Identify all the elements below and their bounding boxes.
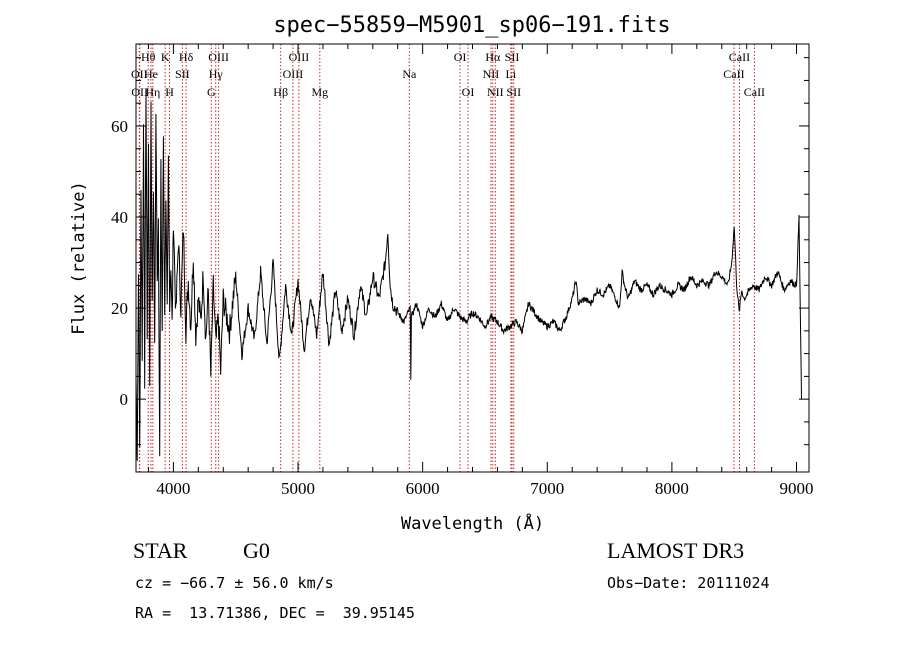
x-axis-ticks: 4000 5000 6000 7000 8000 9000 xyxy=(147,44,814,498)
y-tick-label-2: 40 xyxy=(111,208,128,227)
line-label-24: SII xyxy=(506,85,521,99)
line-label-4: Hη xyxy=(145,85,160,99)
line-label-2: He xyxy=(144,67,158,81)
line-label-1: OII xyxy=(131,67,148,81)
line-label-7: SII xyxy=(175,67,190,81)
x-axis-label: Wavelength (Å) xyxy=(401,512,544,534)
x-tick-label-1: 5000 xyxy=(281,479,315,498)
chart-title: spec−55859−M5901_sp06−191.fits xyxy=(273,13,670,38)
line-label-5: K xyxy=(161,50,170,64)
line-label-17: OI xyxy=(454,50,467,64)
line-label-16: Na xyxy=(402,67,417,81)
line-label-22: SII xyxy=(505,50,520,64)
y-axis-ticks: 0 20 40 60 xyxy=(111,57,809,446)
spectrum-series xyxy=(135,90,802,461)
x-tick-label-4: 8000 xyxy=(655,479,689,498)
line-label-10: Hγ xyxy=(209,67,224,81)
x-tick-label-0: 4000 xyxy=(156,479,190,498)
line-label-15: Mg xyxy=(311,85,328,99)
line-label-9: OIII xyxy=(208,50,229,64)
line-label-27: CaII xyxy=(744,85,765,99)
obs-date-text: Obs−Date: 20111024 xyxy=(607,574,770,592)
x-tick-label-5: 9000 xyxy=(780,479,814,498)
survey-name: LAMOST DR3 xyxy=(607,538,745,563)
line-label-6: H xyxy=(165,85,174,99)
spectral-subclass: G0 xyxy=(243,538,270,563)
y-tick-label-3: 60 xyxy=(111,117,128,136)
line-label-21: NII xyxy=(487,85,504,99)
line-label-23: Li xyxy=(506,67,517,81)
x-tick-label-3: 7000 xyxy=(530,479,564,498)
x-tick-label-2: 6000 xyxy=(406,479,440,498)
line-label-19: Hα xyxy=(485,50,501,64)
line-label-11: G xyxy=(207,85,216,99)
y-axis-label: Flux (relative) xyxy=(69,181,89,335)
line-label-13: OIII xyxy=(289,50,310,64)
plot-frame xyxy=(135,43,810,473)
line-label-14: OIII xyxy=(283,67,304,81)
spectral-line-markers xyxy=(138,44,755,472)
line-label-0: Hθ xyxy=(141,50,156,64)
line-label-20: NII xyxy=(483,67,500,81)
y-tick-label-1: 20 xyxy=(111,299,128,318)
y-tick-label-0: 0 xyxy=(120,390,129,409)
object-class: STAR xyxy=(133,538,188,563)
line-label-25: CaII xyxy=(729,50,750,64)
line-label-8: Hδ xyxy=(179,50,194,64)
series-line-0 xyxy=(135,90,802,461)
line-label-26: CaII xyxy=(723,67,744,81)
redshift-text: cz = −66.7 ± 56.0 km/s xyxy=(135,574,334,592)
coordinates-text: RA = 13.71386, DEC = 39.95145 xyxy=(135,604,415,622)
line-label-12: Hβ xyxy=(273,85,288,99)
line-label-18: OI xyxy=(462,85,475,99)
